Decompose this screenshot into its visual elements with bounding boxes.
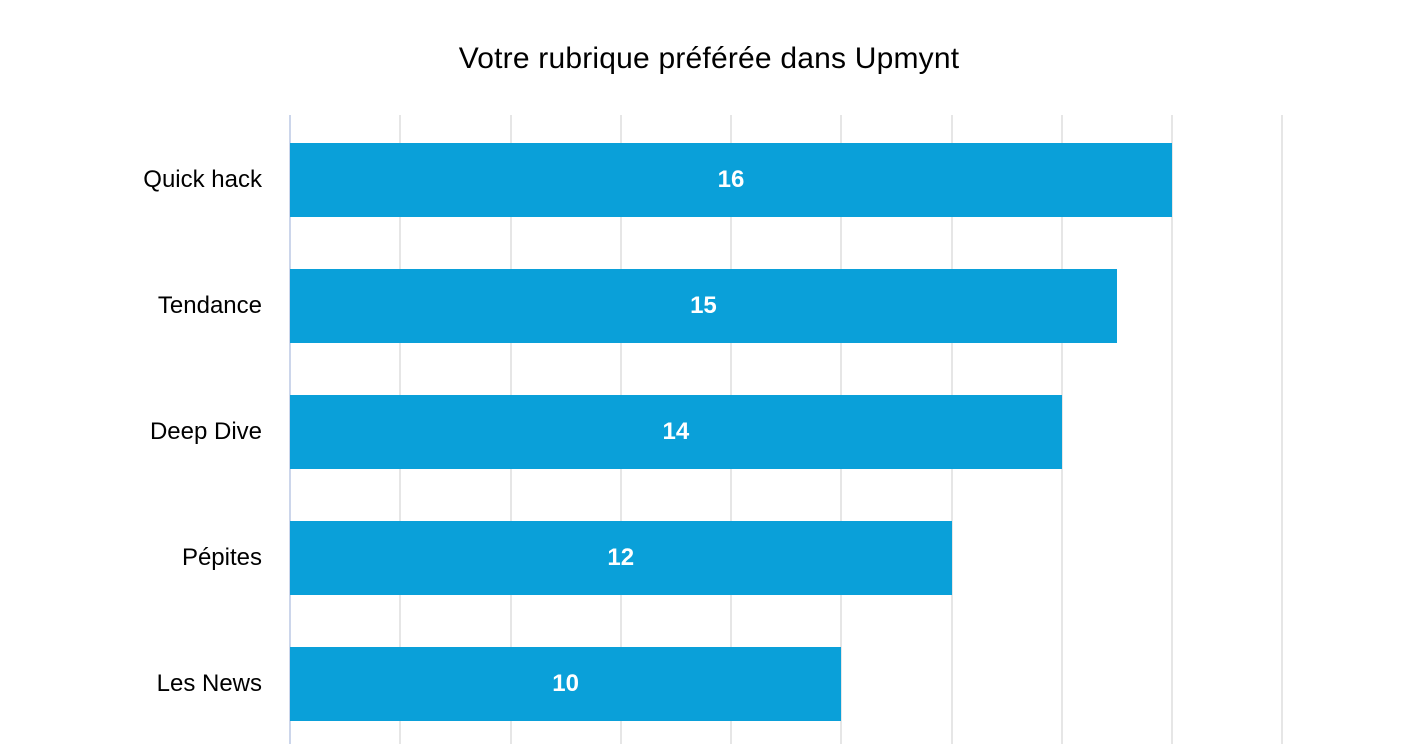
bar[interactable]: 12 (290, 521, 952, 595)
gridline (1281, 115, 1284, 744)
category-label: Pépites (181, 544, 262, 571)
plot-area: 16 15 14 12 10 (289, 115, 1284, 744)
category-label: Les News (156, 670, 262, 697)
bar[interactable]: 15 (290, 269, 1117, 343)
bar-value-label: 10 (552, 670, 579, 697)
gridline (1060, 115, 1063, 744)
bar[interactable]: 10 (290, 647, 842, 721)
chart-title: Votre rubrique préférée dans Upmynt (458, 42, 960, 75)
bar-value-label: 12 (607, 544, 635, 571)
bar[interactable]: 14 (290, 395, 1062, 469)
category-label: Quick hack (143, 166, 262, 193)
category-label: Tendance (157, 292, 262, 319)
category-label: Deep Dive (149, 418, 262, 445)
bar-value-label: 16 (717, 166, 745, 193)
bar[interactable]: 16 (290, 143, 1172, 217)
bar-value-label: 14 (662, 418, 690, 445)
bar-value-label: 15 (690, 292, 717, 319)
gridline (1171, 115, 1173, 744)
